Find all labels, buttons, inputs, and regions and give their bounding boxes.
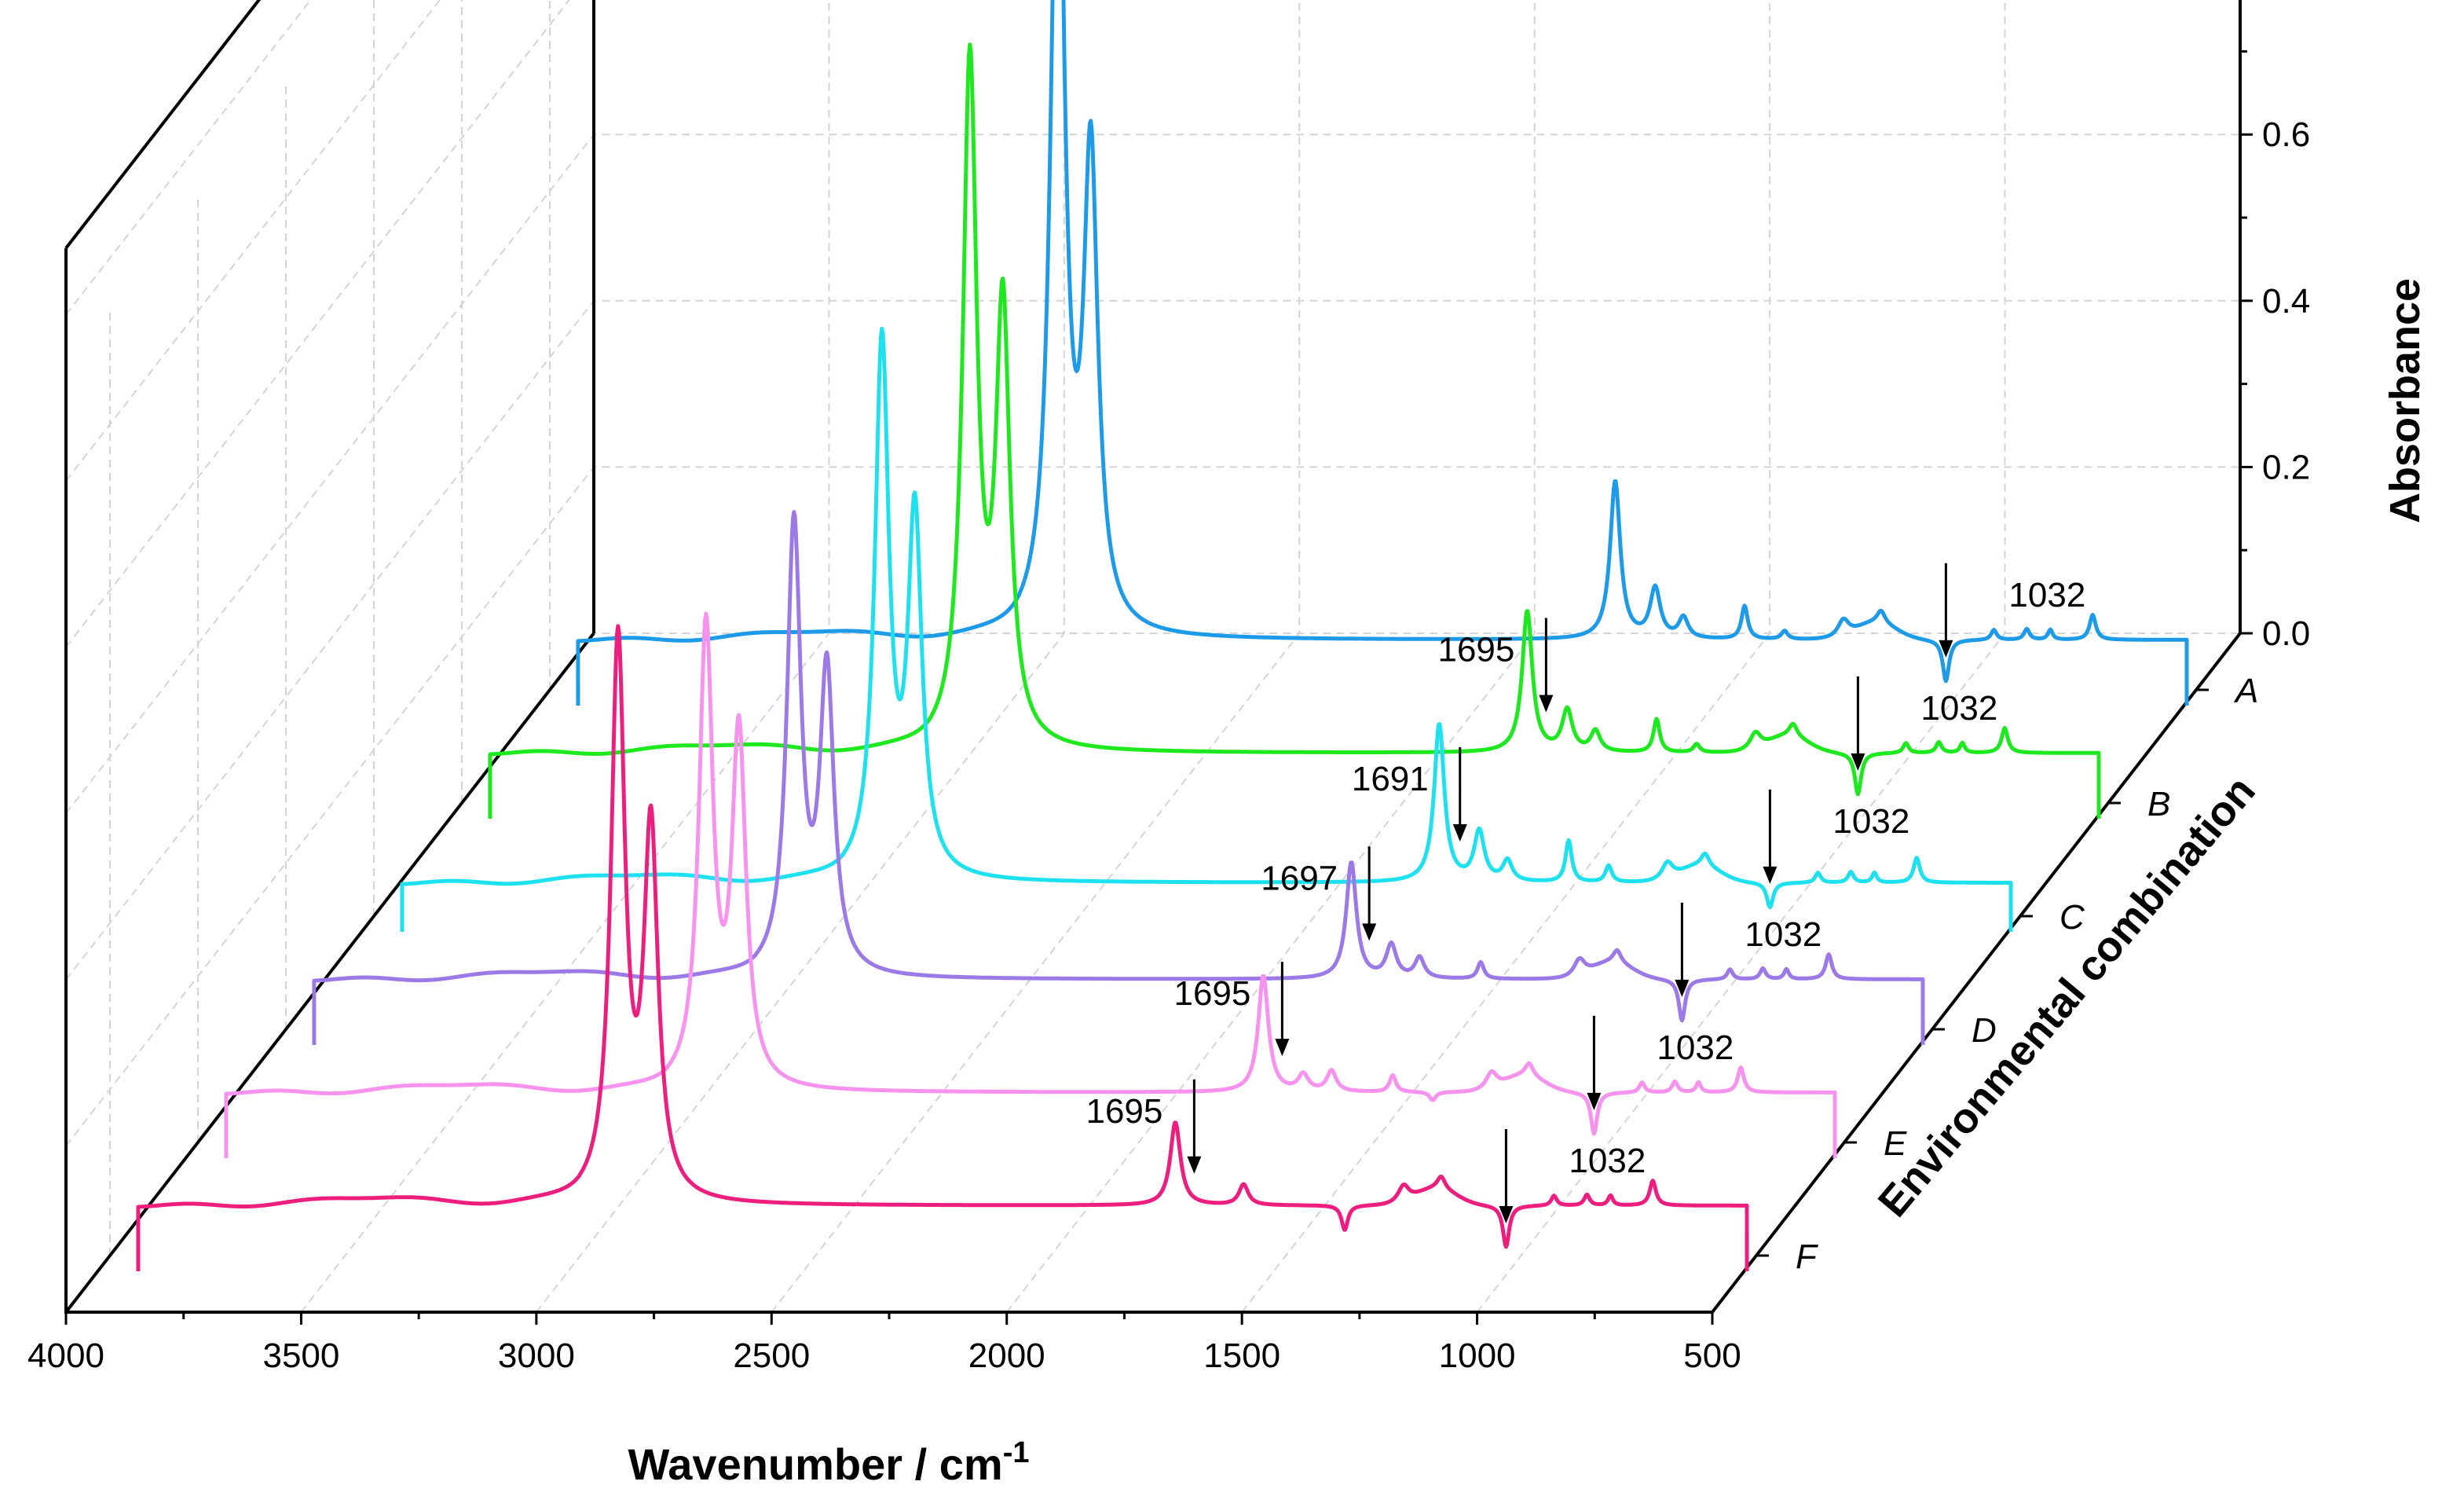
grid-line-x-2 xyxy=(536,0,1065,1313)
series-line-c xyxy=(400,326,2013,933)
category-label-d: D xyxy=(1972,1011,1997,1050)
front-frame xyxy=(64,248,1712,1314)
grid-line-y-4 xyxy=(65,0,570,648)
series-line-a xyxy=(576,0,2189,706)
left-floor-edge xyxy=(64,632,595,1314)
y-tick-label-0: 0.0 xyxy=(2262,614,2310,653)
grid-line-x-1 xyxy=(300,0,830,1313)
y-tick-label-2: 0.4 xyxy=(2262,282,2310,321)
x-tick-label-6: 1000 xyxy=(1439,1336,1516,1375)
category-label-c: C xyxy=(2059,898,2085,937)
x-tick-label-5: 1500 xyxy=(1203,1336,1280,1375)
peak-label-f-1695: 1695 xyxy=(1086,1092,1162,1131)
arrow-head-e-1 xyxy=(1587,1092,1602,1110)
x-tick-label-3: 2500 xyxy=(733,1336,810,1375)
grid-line-y-3 xyxy=(65,134,2240,814)
peak-label-e-1032: 1032 xyxy=(1657,1028,1734,1067)
peak-label-c-1691: 1691 xyxy=(1352,760,1429,798)
arrow-head-f-0 xyxy=(1187,1156,1202,1174)
arrow-head-f-1 xyxy=(1499,1205,1514,1223)
grid-line-y-2 xyxy=(65,299,2240,981)
arrow-head-c-1 xyxy=(1763,866,1778,884)
x-tick-label-4: 2000 xyxy=(968,1336,1045,1375)
peak-label-d-1032: 1032 xyxy=(1745,915,1821,954)
grid-line-x-0 xyxy=(65,0,595,1313)
y-axis-title: Absorbance xyxy=(2382,278,2429,523)
peak-label-a-1032: 1032 xyxy=(2008,576,2085,614)
peak-label-e-1695: 1695 xyxy=(1173,974,1250,1013)
arrow-head-a-0 xyxy=(1939,640,1953,658)
x-axis-title-text: Wavenumber / cm xyxy=(628,1439,1003,1489)
x-tick-label-7: 500 xyxy=(1683,1336,1741,1375)
series-line-f xyxy=(136,624,1749,1272)
series-line-d xyxy=(312,510,1925,1046)
grid-line-x-6 xyxy=(1476,0,2006,1313)
grid-line-x-3 xyxy=(771,0,1301,1313)
peak-label-b-1695: 1695 xyxy=(1437,631,1514,669)
x-axis-title-superscript: -1 xyxy=(1003,1436,1030,1469)
x-tick-label-1: 3500 xyxy=(262,1336,339,1375)
x-axis-title: Wavenumber / cm-1 xyxy=(628,1436,1030,1489)
grid-line-y-5 xyxy=(65,0,441,482)
z-axis-title: Environmental combination xyxy=(1869,768,2264,1226)
arrow-head-d-0 xyxy=(1362,923,1377,941)
peak-label-d-1697: 1697 xyxy=(1261,859,1338,897)
peak-label-f-1032: 1032 xyxy=(1569,1142,1646,1180)
tick-layer: 4000 3500 3000 2500 2000 1500 1000 500 0.0 0.2 0.4… xyxy=(27,50,2310,1375)
series-layer xyxy=(136,0,2189,1272)
peak-label-c-1032: 1032 xyxy=(1832,802,1909,841)
grid-line-y-1 xyxy=(65,466,2240,1147)
right-floor-edge xyxy=(1711,632,2242,1314)
grid-line-x-4 xyxy=(1005,0,1536,1313)
series-line-e xyxy=(224,611,1837,1159)
x-tick-label-0: 4000 xyxy=(27,1336,104,1375)
category-label-a: A xyxy=(2233,672,2258,710)
arrow-head-b-0 xyxy=(1539,695,1554,713)
peak-label-b-1032: 1032 xyxy=(1920,689,1997,728)
category-label-b: B xyxy=(2147,785,2170,823)
left-wall-edge xyxy=(64,0,595,633)
arrow-head-b-1 xyxy=(1851,753,1865,771)
arrow-head-e-0 xyxy=(1275,1039,1290,1057)
category-label-e: E xyxy=(1884,1124,1907,1163)
arrow-head-d-1 xyxy=(1675,979,1690,997)
y-tick-label-1: 0.2 xyxy=(2262,448,2310,486)
grid-line-y-6 xyxy=(65,0,312,316)
series-line-b xyxy=(488,42,2101,820)
category-label-f: F xyxy=(1796,1238,1818,1276)
x-tick-label-2: 3000 xyxy=(498,1336,575,1375)
arrow-head-c-0 xyxy=(1452,824,1467,842)
annotation-layer: 1032 1695 1032 1691 1032 1697 1032 1695 1032 1695… xyxy=(1086,563,2085,1223)
y-tick-label-3: 0.6 xyxy=(2262,116,2310,154)
